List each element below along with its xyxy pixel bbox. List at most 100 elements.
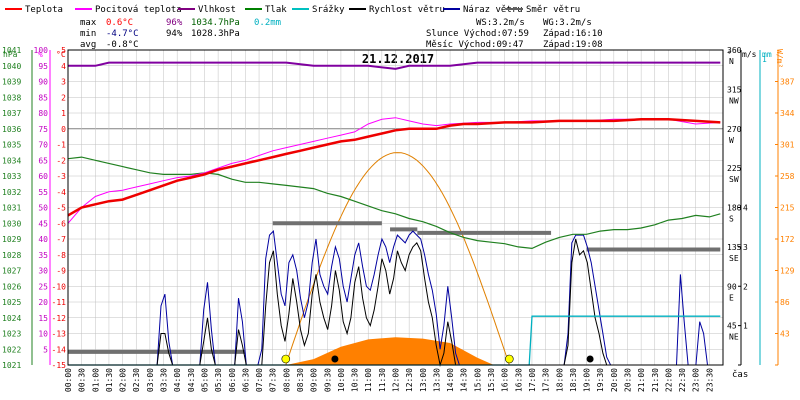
axis-header-hpa: hPa	[3, 50, 18, 59]
tick-label-pct: 65	[38, 156, 48, 165]
x-tick-label: 05:30	[214, 368, 223, 392]
stats-max-label: max	[80, 18, 97, 28]
tick-label-deg: 135	[727, 243, 742, 252]
tick-label-degc: 3	[61, 78, 66, 87]
tick-label-hpa: 1041	[2, 46, 21, 55]
tick-label-degc: -10	[52, 282, 67, 291]
sunset-marker	[505, 354, 514, 364]
x-tick-label: 20:30	[623, 368, 632, 392]
tick-label-pct: 80	[38, 109, 48, 118]
x-tick-label: 09:00	[310, 368, 319, 392]
axis-header-deg: °	[727, 50, 732, 59]
tick-label-compass: W	[729, 136, 734, 145]
tick-label-degc: -1	[56, 141, 66, 150]
tick-label-deg: 270	[727, 125, 742, 134]
legend-label-tlak: Tlak	[265, 5, 287, 15]
grid	[67, 49, 724, 366]
tick-label-hpa: 1030	[2, 219, 21, 228]
tick-label-hpa: 1023	[2, 330, 21, 339]
tick-label-pct: 5	[43, 345, 48, 354]
x-tick-label: 00:30	[78, 368, 87, 392]
x-tick-label: 16:30	[514, 368, 523, 392]
x-tick-label: 05:00	[200, 368, 209, 392]
x-tick-label: 11:30	[378, 368, 387, 392]
tick-label-pct: 95	[38, 62, 48, 71]
x-tick-label: 11:00	[364, 368, 373, 392]
stats-min-label: min	[80, 29, 96, 39]
tick-label-compass: SW	[729, 175, 739, 184]
tick-label-hpa: 1021	[2, 361, 21, 370]
x-tick-label: 10:00	[337, 368, 346, 392]
tick-label-wm2: 387	[780, 78, 795, 87]
tick-label-hpa: 1039	[2, 78, 21, 87]
legend-label-gust: Náraz větru	[463, 5, 523, 15]
legend-label-vlhkost: Vlhkost	[198, 5, 236, 15]
tick-label-compass: SE	[729, 254, 739, 263]
x-axis-label: čas	[732, 369, 748, 380]
tick-label-deg: 360	[727, 46, 742, 55]
stats-block: max 0.6°C 96% 1034.7hPa 0.2mm min -4.7°C…	[80, 18, 281, 50]
tick-label-hpa: 1035	[2, 141, 21, 150]
x-tick-label: 22:30	[678, 368, 687, 392]
legend-label-dir: Směr větru	[526, 5, 580, 15]
tick-label-hpa: 1033	[2, 172, 21, 181]
tick-label-pct: 70	[38, 141, 48, 150]
sun-curve	[285, 152, 510, 366]
tick-label-pct: 30	[38, 267, 48, 276]
axis-headers: hPa % °C ° m/s mm W/m²	[3, 49, 784, 68]
moonrise-marker	[331, 355, 339, 363]
tick-label-compass: NW	[729, 96, 739, 105]
pressure-line	[67, 156, 721, 250]
tick-label-hpa: 1032	[2, 188, 21, 197]
x-tick-label: 18:00	[555, 368, 564, 392]
tick-label-wm2: 86	[780, 298, 790, 307]
tick-label-degc: -3	[56, 172, 66, 181]
stats-min-hum: 94%	[166, 29, 183, 39]
x-tick-label: 15:00	[473, 368, 482, 392]
tick-label-pct: 75	[38, 125, 48, 134]
sunrise: Slunce Východ:07:59	[426, 29, 529, 39]
legend-label-feels: Pocitová teplota	[95, 5, 182, 15]
x-tick-label: 21:00	[637, 368, 646, 392]
tick-label-hpa: 1040	[2, 62, 21, 71]
x-tick-label: 10:30	[351, 368, 360, 392]
tick-label-degc: -4	[56, 188, 66, 197]
tick-label-degc: 0	[61, 125, 66, 134]
tick-label-degc: -2	[56, 156, 66, 165]
tick-label-pct: 50	[38, 204, 48, 213]
x-tick-label: 12:30	[405, 368, 414, 392]
tick-label-degc: -14	[52, 345, 67, 354]
legend-label-teplota: Teplota	[25, 5, 63, 15]
tick-label-degc: -15	[52, 361, 67, 370]
tick-label-degc: -5	[56, 204, 66, 213]
tick-label-hpa: 1038	[2, 93, 21, 102]
stats-avg-temp: -0.8°C	[106, 40, 139, 50]
tick-label-deg: 45	[727, 322, 737, 331]
x-tick-label: 19:30	[596, 368, 605, 392]
tick-label-wm2: 172	[780, 235, 795, 244]
tick-label-degc: -7	[56, 235, 66, 244]
tick-label-degc: 4	[61, 62, 66, 71]
tick-label-hpa: 1028	[2, 251, 21, 260]
tick-label-degc: 2	[61, 93, 66, 102]
tick-label-wm2: 129	[780, 267, 795, 276]
x-tick-label: 04:30	[187, 368, 196, 392]
tick-label-deg: 315	[727, 85, 742, 94]
x-tick-label: 13:00	[419, 368, 428, 392]
stats-min-press: 1028.3hPa	[191, 29, 240, 39]
axis-header-pct: %	[38, 50, 43, 59]
stats-max-press: 1034.7hPa	[191, 18, 240, 28]
x-tick-label: 14:00	[446, 368, 455, 392]
wind-ws: WS:3.2m/s	[476, 18, 525, 28]
tick-label-hpa: 1025	[2, 298, 21, 307]
tick-label-mm: 1	[762, 55, 767, 64]
tick-label-deg: 180	[727, 204, 742, 213]
x-tick-label: 23:00	[692, 368, 701, 392]
left-axes: 1021102210231024102510261027102810291030…	[2, 46, 69, 370]
temperature-line	[67, 118, 721, 217]
tick-label-degc: -9	[56, 267, 66, 276]
tick-label-hpa: 1024	[2, 314, 21, 323]
tick-label-ms: 3	[743, 243, 748, 252]
tick-label-pct: 85	[38, 93, 48, 102]
